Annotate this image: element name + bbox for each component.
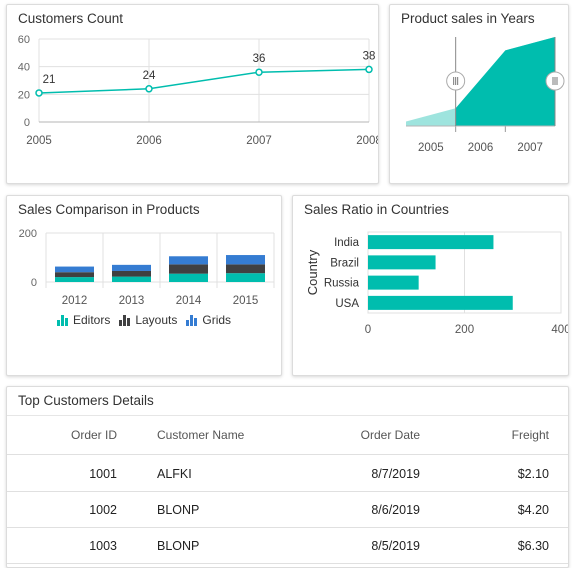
freight-cell: $2.10 [517, 466, 549, 481]
column-header-customer-name[interactable]: Customer Name [157, 428, 245, 442]
bar-chart-icon [119, 314, 131, 326]
y-tick-label: Russia [324, 278, 360, 290]
chart-legend: Editors Layouts Grids [7, 313, 281, 327]
table-row[interactable]: 1003 BLONP 8/5/2019 $6.30 [7, 528, 568, 564]
bar-editors [169, 273, 208, 282]
grip-icon [552, 77, 558, 85]
grid-header: Order ID Customer Name Order Date Freigh… [7, 415, 568, 455]
customers-count-panel: Customers Count 0 20 40 60 2005 2006 2007 2008 2… [6, 4, 379, 184]
x-tick-label: 2014 [176, 295, 202, 307]
bar [368, 295, 513, 310]
data-label: 21 [43, 74, 56, 86]
column-header-freight[interactable]: Freight [511, 428, 549, 442]
column-header-order-date[interactable]: Order Date [360, 428, 420, 442]
customer-name-cell: BLONP [157, 538, 200, 553]
y-tick-label: 40 [18, 62, 30, 74]
x-tick-label: 0 [365, 324, 371, 336]
legend-label: Editors [72, 313, 111, 327]
order-id-cell: 1001 [89, 466, 117, 481]
bar-grids [112, 264, 151, 271]
customers-count-chart: 0 20 40 60 2005 2006 2007 2008 21 24 36 38 [18, 34, 379, 147]
x-tick-label: 2006 [468, 142, 494, 154]
grip-icon [453, 77, 459, 85]
data-point [255, 68, 263, 76]
y-tick-label: 20 [18, 89, 30, 101]
bar-chart-icon [56, 314, 69, 326]
bar-grids [55, 266, 94, 273]
panel-title: Sales Ratio in Countries [304, 202, 449, 217]
bar-layouts [169, 264, 208, 274]
order-date-cell: 8/6/2019 [371, 502, 420, 517]
area-selected [455, 37, 555, 126]
column-header-order-id[interactable]: Order ID [70, 428, 117, 442]
bar [368, 255, 436, 270]
y-tick-label: India [334, 237, 360, 249]
x-tick-label: 2005 [26, 135, 52, 147]
y-tick-label: 60 [18, 34, 30, 46]
x-tick-label: 2013 [119, 295, 145, 307]
plot-border [367, 231, 562, 314]
panel-title: Sales Comparison in Products [18, 202, 200, 217]
bar-grids [226, 255, 265, 265]
y-axis-title: Country [305, 249, 320, 295]
legend-label: Grids [202, 313, 232, 327]
sales-ratio-panel: Sales Ratio in Countries 0 200 400 India Bra… [292, 195, 569, 376]
bar [368, 235, 494, 250]
data-label: 38 [363, 50, 376, 62]
data-label: 24 [143, 70, 156, 82]
bar-grids [169, 256, 208, 265]
sales-comparison-panel: Sales Comparison in Products 0 200 2012 201… [6, 195, 282, 376]
x-tick-label: 400 [551, 324, 569, 336]
table-row[interactable]: 1001 ALFKI 8/7/2019 $2.10 [7, 456, 568, 492]
legend-item-layouts[interactable]: Layouts [119, 313, 177, 327]
y-tick-label: 0 [31, 277, 37, 289]
data-point [35, 89, 43, 97]
panel-title: Customers Count [18, 11, 124, 26]
y-tick-label: Brazil [330, 257, 359, 269]
panel-title: Top Customers Details [18, 393, 154, 408]
customer-name-cell: ALFKI [157, 466, 192, 481]
panel-title: Product sales in Years [401, 11, 535, 26]
bar-layouts [112, 270, 151, 277]
data-point [145, 85, 153, 93]
bar-chart-icon [186, 314, 198, 326]
order-date-cell: 8/5/2019 [371, 538, 420, 553]
product-sales-chart[interactable]: 2005 2006 2007 [390, 5, 569, 184]
bar-layouts [55, 272, 94, 278]
order-date-cell: 8/7/2019 [371, 466, 420, 481]
bar [368, 275, 419, 290]
sales-ratio-chart: 0 200 400 India Brazil Russia USA Country [305, 231, 569, 336]
data-point [365, 65, 373, 74]
bar-editors [55, 277, 94, 282]
order-id-cell: 1003 [89, 538, 117, 553]
order-id-cell: 1002 [89, 502, 117, 517]
legend-item-grids[interactable]: Grids [186, 313, 231, 327]
x-tick-label: 2007 [517, 142, 543, 154]
sales-comparison-chart: 0 200 2012 2013 2014 2015 [19, 228, 275, 307]
legend-item-editors[interactable]: Editors [56, 313, 111, 327]
x-tick-label: 200 [455, 324, 474, 336]
bar-editors [112, 276, 151, 282]
data-label: 36 [253, 53, 266, 65]
product-sales-panel: Product sales in Years 2005 2006 2007 [389, 4, 569, 184]
legend-label: Layouts [135, 313, 178, 327]
top-customers-panel: Top Customers Details Order ID Customer … [6, 386, 569, 568]
bar-editors [226, 273, 265, 282]
x-tick-label: 2015 [233, 295, 259, 307]
x-tick-label: 2007 [246, 135, 272, 147]
x-tick-label: 2006 [136, 135, 162, 147]
freight-cell: $6.30 [517, 538, 549, 553]
customer-name-cell: BLONP [157, 502, 200, 517]
x-tick-label: 2008 [356, 135, 379, 147]
x-tick-label: 2012 [62, 295, 88, 307]
series-line [38, 68, 370, 94]
freight-cell: $4.20 [517, 502, 549, 517]
x-tick-label: 2005 [418, 142, 444, 154]
bar-layouts [226, 264, 265, 274]
y-tick-label: 0 [24, 117, 30, 129]
table-row[interactable]: 1002 BLONP 8/6/2019 $4.20 [7, 492, 568, 528]
y-tick-label: USA [335, 298, 359, 310]
y-tick-label: 200 [19, 228, 37, 240]
